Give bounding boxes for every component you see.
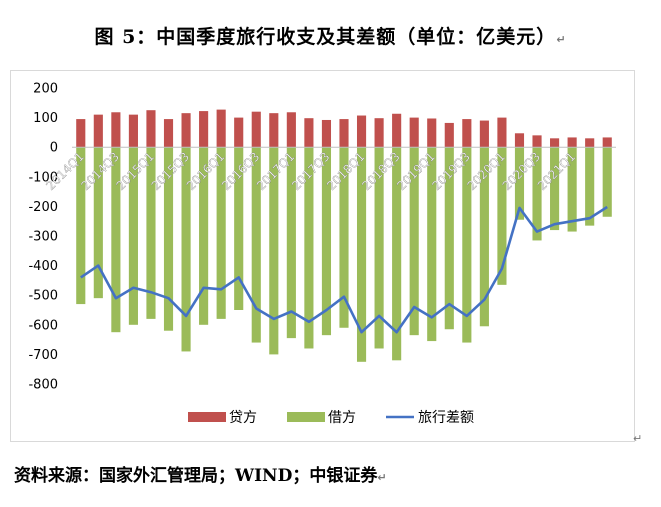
credit-bar [304, 118, 314, 148]
source-paragraph-mark: ↵ [377, 471, 387, 484]
credit-bar [128, 114, 138, 148]
debit-bar [444, 147, 454, 330]
chart-paragraph-mark: ↵ [633, 432, 643, 445]
credit-bar [532, 135, 542, 148]
chart-title-text: 图 5：中国季度旅行收支及其差额（单位：亿美元） [94, 26, 557, 48]
y-tick-label: -600 [28, 318, 58, 333]
credit-bar [111, 112, 121, 148]
y-tick-label: -400 [28, 259, 58, 274]
y-tick-label: 100 [33, 111, 58, 126]
credit-bar [216, 109, 226, 148]
debit-bars [76, 147, 612, 362]
chart-title: 图 5：中国季度旅行收支及其差额（单位：亿美元）↵ [0, 22, 661, 49]
credit-bar [286, 112, 296, 148]
credit-bar [356, 115, 367, 148]
legend-swatch-debit [287, 412, 325, 422]
title-paragraph-mark: ↵ [556, 33, 567, 46]
debit-bar [111, 147, 121, 333]
debit-bar [585, 147, 595, 226]
legend-label-credit: 贷方 [229, 410, 257, 426]
debit-bar [497, 147, 507, 285]
credit-bar [427, 118, 437, 148]
credit-bar [199, 111, 209, 148]
credit-bar [181, 113, 191, 148]
credit-bar [462, 119, 472, 148]
debit-bar [93, 147, 103, 299]
debit-bar [567, 147, 577, 232]
debit-bar [339, 147, 349, 328]
y-tick-label: -800 [28, 378, 58, 393]
credit-bar [585, 138, 595, 148]
debit-bar [602, 147, 612, 217]
credit-bar [497, 117, 507, 148]
debit-bar [514, 147, 525, 220]
credit-bar [374, 118, 384, 148]
debit-bar [479, 147, 489, 327]
debit-bar [286, 147, 296, 339]
chart-svg: 2001000-100-200-300-400-500-600-700-800 … [28, 82, 616, 426]
y-tick-label: -300 [28, 230, 58, 245]
debit-bar [462, 147, 472, 343]
debit-bar [199, 147, 209, 325]
credit-bar [392, 113, 402, 148]
credit-bar [514, 133, 525, 148]
debit-bar [550, 147, 560, 231]
chart-frame [10, 70, 635, 442]
debit-bar [392, 147, 402, 361]
credit-bars [76, 109, 612, 148]
debit-bar [269, 147, 279, 355]
credit-bar [339, 119, 349, 148]
debit-bar [128, 147, 138, 325]
credit-bar [602, 137, 612, 148]
y-tick-label: -100 [28, 170, 58, 185]
credit-bar [76, 119, 86, 148]
credit-bar [321, 119, 332, 148]
credit-bar [269, 113, 279, 148]
y-tick-label: -500 [28, 289, 58, 304]
debit-bar [321, 147, 332, 336]
y-tick-label: 0 [50, 141, 58, 156]
debit-bar [163, 147, 174, 331]
debit-bar [146, 147, 156, 319]
debit-bar [251, 147, 261, 343]
legend-label-balance: 旅行差额 [418, 410, 474, 426]
legend-label-debit: 借方 [328, 410, 356, 426]
debit-bar [532, 147, 542, 241]
source-text: 资料来源：国家外汇管理局；WIND；中银证券 [14, 466, 378, 486]
debit-bar [234, 147, 244, 310]
y-tick-label: -200 [28, 200, 58, 215]
credit-bar [479, 120, 489, 148]
debit-bar [76, 147, 86, 305]
debit-bar [304, 147, 314, 349]
y-tick-label: -700 [28, 348, 58, 363]
debit-bar [409, 147, 419, 336]
credit-bar [93, 114, 103, 148]
legend: 贷方 借方 旅行差额 [188, 410, 474, 426]
credit-bar [567, 137, 577, 148]
debit-bar [356, 147, 367, 362]
legend-swatch-credit [188, 412, 226, 422]
debit-bar [216, 147, 226, 319]
debit-bar [181, 147, 191, 352]
credit-bar [251, 111, 261, 148]
debit-bar [374, 147, 384, 349]
y-axis: 200 100 0 -100 -200 -300 -400 -500 -600 -700 -800 [28, 82, 58, 393]
credit-bar [146, 110, 156, 148]
balance-line [80, 205, 608, 334]
credit-bar [163, 119, 174, 148]
credit-bar [234, 117, 244, 148]
credit-bar [409, 117, 419, 148]
credit-bar [550, 138, 560, 148]
y-tick-label: 200 [33, 82, 58, 97]
debit-bar [427, 147, 437, 342]
balance-series-line [80, 205, 608, 334]
credit-bar [444, 122, 454, 148]
source-note: 资料来源：国家外汇管理局；WIND；中银证券↵ [14, 461, 387, 486]
